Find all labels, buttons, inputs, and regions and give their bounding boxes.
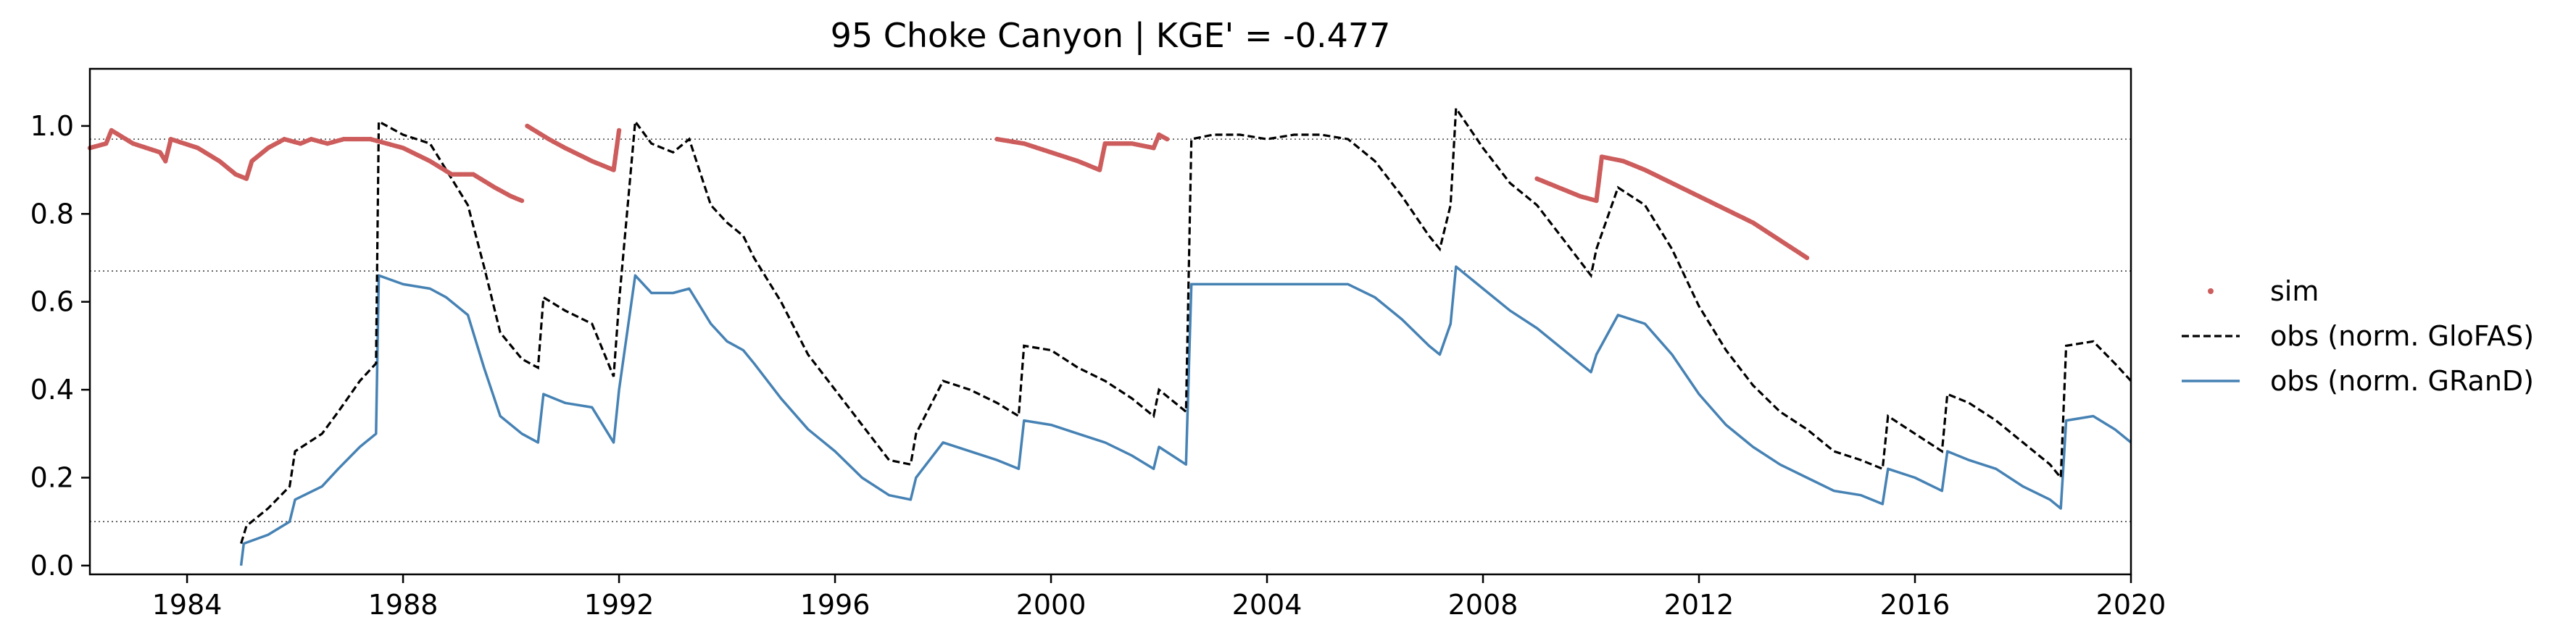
series-line-glofas [240,104,2132,544]
series-layer [87,104,2132,566]
y-tick-label: 0.2 [30,461,74,493]
x-tick-label: 2020 [2096,589,2166,621]
series-sim-points [87,123,1810,261]
legend-marker-sim [2208,288,2214,294]
legend: sim obs (norm. GloFAS) obs (norm. GRanD) [2182,275,2534,397]
reference-lines [90,138,2131,522]
series-line-grand [239,265,2132,566]
legend-label: obs (norm. GRanD) [2270,365,2534,397]
x-tick-label: 1992 [584,589,655,621]
x-tick-label: 2016 [1880,589,1950,621]
sim-point [616,127,622,133]
x-tick-label: 2012 [1664,589,1734,621]
legend-label: sim [2270,275,2319,307]
y-tick-label: 0.0 [30,550,74,582]
x-tick-label: 2008 [1448,589,1518,621]
sim-point [519,198,525,204]
sim-point [1165,136,1170,142]
x-tick-label: 2000 [1016,589,1087,621]
y-tick-label: 0.6 [30,286,74,318]
x-tick-label: 1996 [800,589,871,621]
x-tick-label: 2004 [1232,589,1302,621]
legend-label: obs (norm. GloFAS) [2270,320,2534,352]
chart-title: 95 Choke Canyon | KGE' = -0.477 [831,16,1391,56]
x-tick-label: 1984 [152,589,223,621]
y-tick-label: 1.0 [30,110,74,142]
x-tick-label: 1988 [368,589,439,621]
sim-point [1804,255,1810,261]
y-tick-label: 0.4 [30,374,74,406]
y-axis: 0.0 0.2 0.4 0.6 0.8 1.0 [30,110,90,582]
y-tick-label: 0.8 [30,198,74,230]
x-axis: 1984 1988 1992 1996 2000 2004 2008 2012 2016 2020 [152,574,2166,621]
plot-frame [88,67,2132,576]
